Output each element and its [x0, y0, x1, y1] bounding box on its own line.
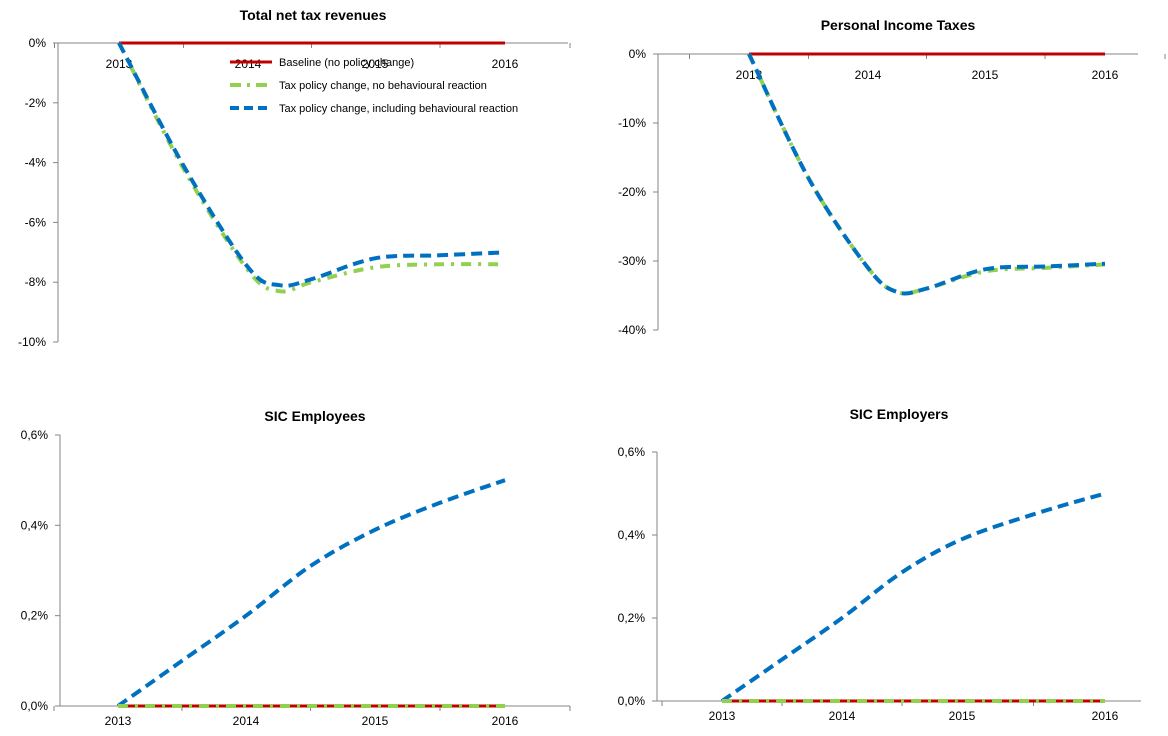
series-line-with-reaction	[116, 478, 506, 708]
y-tick-label: -20%	[618, 185, 646, 199]
y-tick-label: -8%	[25, 275, 47, 289]
series-line-with-reaction	[117, 42, 506, 288]
x-tick-label: 2016	[1092, 709, 1119, 723]
y-tick-label: 0,4%	[618, 528, 646, 542]
chart-title: Total net tax revenues	[240, 7, 387, 23]
x-tick-label: 2014	[233, 714, 260, 728]
y-tick-label: 0,2%	[618, 611, 646, 625]
legend-label-baseline: Baseline (no policy change)	[279, 57, 414, 69]
y-tick-label: 0,6%	[618, 445, 646, 459]
y-tick-label: -2%	[25, 96, 47, 110]
y-tick-label: 0,2%	[21, 609, 49, 623]
y-tick-label: -30%	[618, 254, 646, 268]
legend-label-no-reaction: Tax policy change, no behavioural reacti…	[279, 80, 487, 92]
y-tick-label: 0,0%	[618, 694, 646, 708]
y-tick-label: 0,0%	[21, 699, 49, 713]
y-tick-label: 0,6%	[21, 428, 49, 442]
y-tick-label: -40%	[618, 323, 646, 337]
chart-svg-total-net-tax: Total net tax revenues 0% -2% -4% -6% -8% -10%…	[18, 7, 571, 349]
x-tick-label: 2014	[829, 709, 856, 723]
chart-svg-sic-employers: SIC Employers 0,0% 0,2% 0,4% 0,6% 2013 2014 201…	[618, 406, 1141, 723]
series-line-with-reaction	[720, 491, 1106, 703]
chart-title: Personal Income Taxes	[821, 17, 976, 33]
y-tick-label: -4%	[25, 156, 47, 170]
x-tick-label: 2015	[362, 714, 389, 728]
y-tick-label: 0%	[629, 47, 647, 61]
chart-personal-income-taxes: Personal Income Taxes 0% -10% -20% -30% -40% 2…	[584, 0, 1168, 365]
x-tick-label: 2015	[949, 709, 976, 723]
x-tick-label: 2016	[492, 714, 519, 728]
series-line-no-reaction	[747, 53, 1106, 296]
x-tick-label: 2014	[855, 68, 882, 82]
chart-title: SIC Employees	[264, 408, 365, 424]
x-tick-label: 2013	[709, 709, 736, 723]
y-tick-label: 0%	[29, 36, 47, 50]
x-tick-label: 2013	[105, 714, 132, 728]
x-tick-label: 2016	[1092, 68, 1119, 82]
chart-sic-employers: SIC Employers 0,0% 0,2% 0,4% 0,6% 2013 2014 201…	[584, 365, 1168, 731]
chart-svg-personal-income-taxes: Personal Income Taxes 0% -10% -20% -30% -40% 2…	[618, 17, 1166, 337]
y-tick-label: -10%	[18, 335, 46, 349]
x-tick-label: 2015	[972, 68, 999, 82]
legend-label-with-reaction: Tax policy change, including behavioural…	[279, 103, 518, 115]
y-tick-label: -10%	[618, 116, 646, 130]
chart-svg-sic-employees: SIC Employees 0,0% 0,2% 0,4% 0,6% 2013 2014 201…	[21, 408, 571, 728]
chart-total-net-tax: Total net tax revenues 0% -2% -4% -6% -8% -10%…	[0, 0, 584, 365]
series-line-with-reaction	[747, 53, 1106, 296]
x-tick-label: 2016	[492, 57, 519, 71]
x-tick-label: 2014	[235, 57, 262, 71]
y-tick-label: -6%	[25, 215, 47, 229]
y-tick-label: 0,4%	[21, 518, 49, 532]
chart-title: SIC Employers	[850, 406, 949, 422]
chart-sic-employees: SIC Employees 0,0% 0,2% 0,4% 0,6% 2013 2014 201…	[0, 365, 584, 731]
x-tick-label: 2015	[362, 57, 389, 71]
